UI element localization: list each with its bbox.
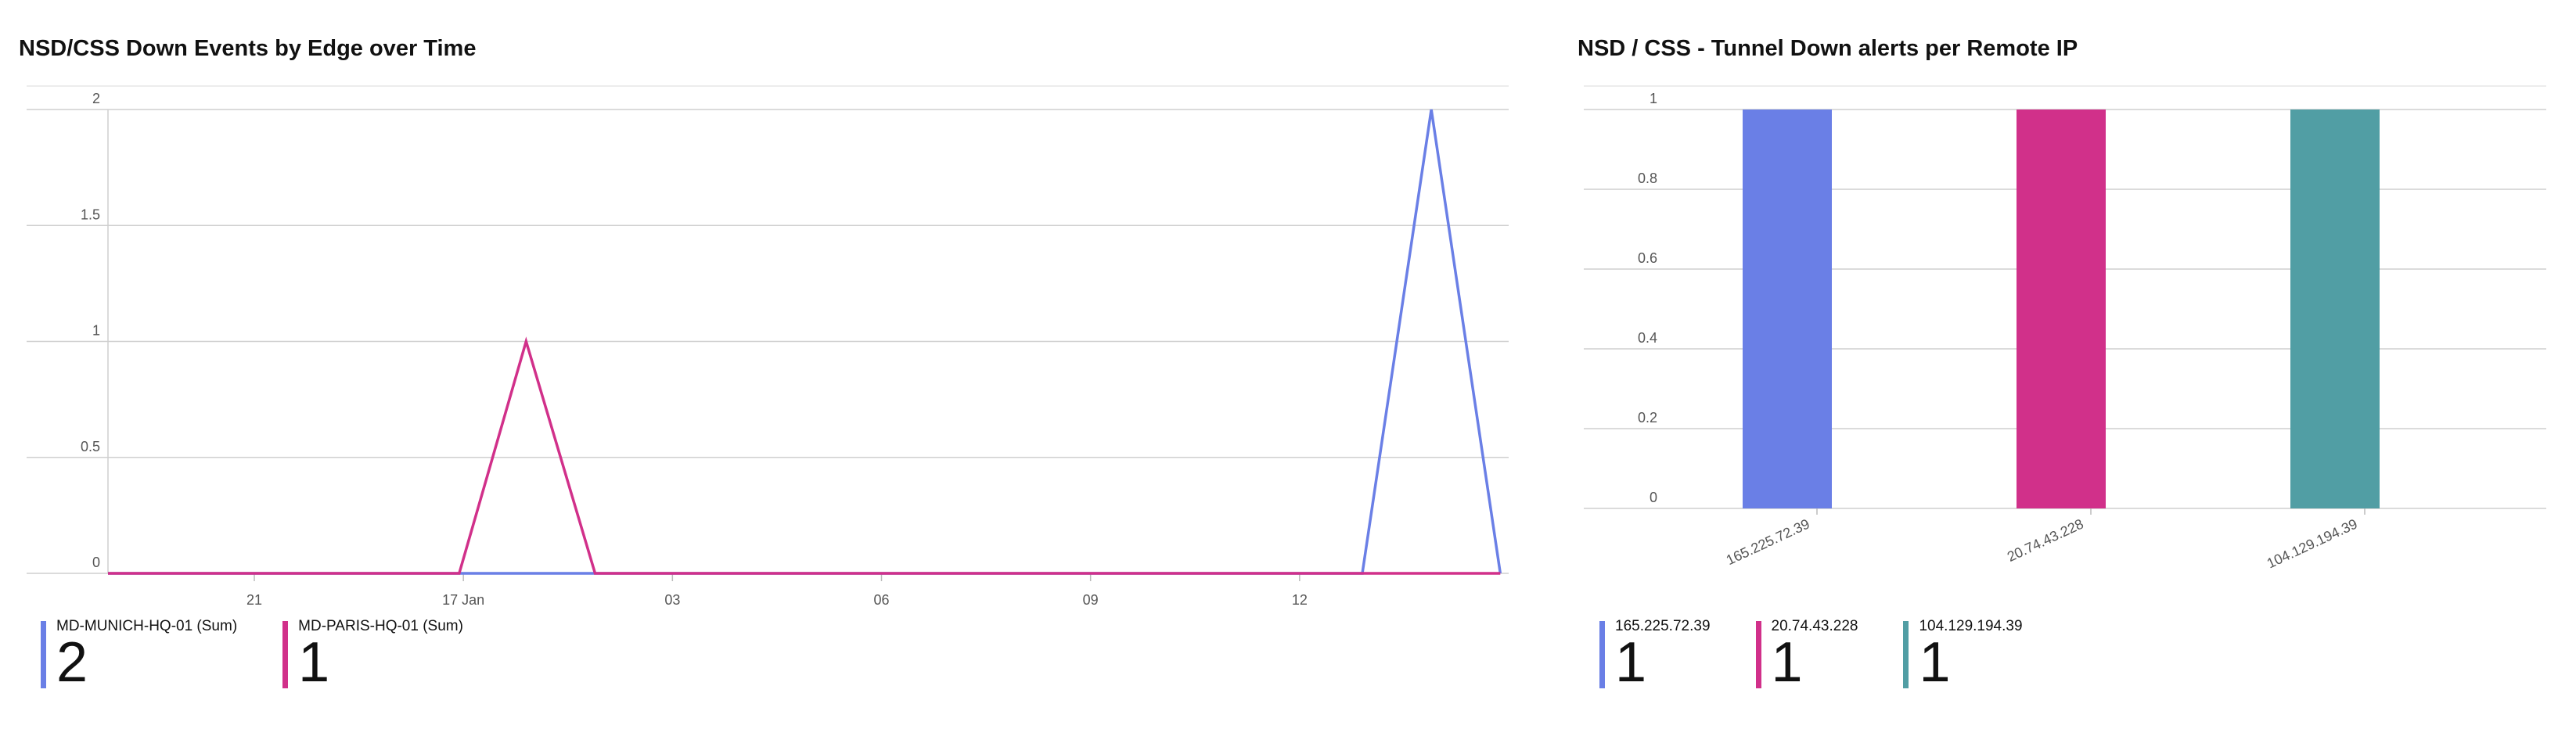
legend-item-paris[interactable]: MD-PARIS-HQ-01 (Sum) 1 xyxy=(282,618,463,694)
bar-chart-title: NSD / CSS - Tunnel Down alerts per Remot… xyxy=(1578,36,2078,61)
legend-item-ip-2[interactable]: 20.74.43.228 1 xyxy=(1755,618,1858,694)
legend-swatch-paris xyxy=(282,621,289,688)
x-tick-label: 21 xyxy=(246,592,262,608)
bar-2 xyxy=(2017,110,2106,508)
bar-chart-panel: NSD / CSS - Tunnel Down alerts per Remot… xyxy=(1534,0,2576,729)
y-tick-label: 0.5 xyxy=(81,439,100,454)
x-tick-label: 09 xyxy=(1083,592,1099,608)
legend-label-munich: MD-MUNICH-HQ-01 (Sum) xyxy=(56,618,238,634)
legend-value-ip-3: 1 xyxy=(1919,631,1951,694)
x-tick-label: 12 xyxy=(1292,592,1308,608)
y-tick-label: 0.4 xyxy=(1638,330,1657,346)
x-tick-label: 03 xyxy=(664,592,680,608)
y-tick-label: 0.8 xyxy=(1638,171,1657,186)
legend-item-munich[interactable]: MD-MUNICH-HQ-01 (Sum) 2 xyxy=(41,618,238,694)
legend-item-ip-1[interactable]: 165.225.72.39 1 xyxy=(1599,618,1711,694)
y-tick-label: 0 xyxy=(92,555,100,570)
x-tick-label: 104.129.194.39 xyxy=(2265,515,2360,571)
y-tick-label: 0.6 xyxy=(1638,250,1657,266)
line-chart: 0 0.5 1 1.5 2 21 17 Jan 03 06 09 12 xyxy=(27,85,1509,608)
x-tick-label: 17 Jan xyxy=(442,592,484,608)
line-chart-legend: MD-MUNICH-HQ-01 (Sum) 2 MD-PARIS-HQ-01 (… xyxy=(41,618,509,694)
legend-swatch-ip-1 xyxy=(1599,621,1605,688)
line-chart-title: NSD/CSS Down Events by Edge over Time xyxy=(19,36,477,61)
legend-value-munich: 2 xyxy=(56,631,88,694)
x-tick-label: 06 xyxy=(873,592,889,608)
legend-item-ip-3[interactable]: 104.129.194.39 1 xyxy=(1903,618,2023,694)
bar-1 xyxy=(1743,110,1832,508)
bar-chart-legend: 165.225.72.39 1 20.74.43.228 1 104.129.1… xyxy=(1599,618,2068,694)
y-tick-label: 0 xyxy=(1650,490,1657,505)
legend-label-ip-3: 104.129.194.39 xyxy=(1919,618,2023,634)
legend-swatch-ip-2 xyxy=(1755,621,1761,688)
legend-swatch-munich xyxy=(41,621,46,688)
y-tick-label: 0.2 xyxy=(1638,410,1657,426)
y-tick-label: 2 xyxy=(92,91,100,106)
legend-value-paris: 1 xyxy=(298,631,330,694)
legend-value-ip-2: 1 xyxy=(1771,631,1803,694)
y-tick-label: 1 xyxy=(92,323,100,339)
x-tick-label: 165.225.72.39 xyxy=(1724,515,1812,568)
legend-label-paris: MD-PARIS-HQ-01 (Sum) xyxy=(298,618,463,634)
series-line-paris xyxy=(108,336,1501,575)
x-tick-label: 20.74.43.228 xyxy=(2005,515,2086,565)
legend-label-ip-1: 165.225.72.39 xyxy=(1615,618,1711,634)
legend-label-ip-2: 20.74.43.228 xyxy=(1771,618,1858,634)
legend-value-ip-1: 1 xyxy=(1615,631,1647,694)
bar-chart: 0 0.2 0.4 0.6 0.8 1 165.225.72.39 20.74.43.228 1… xyxy=(1584,85,2546,572)
y-tick-label: 1.5 xyxy=(81,206,100,222)
bar-3 xyxy=(2290,110,2380,508)
legend-swatch-ip-3 xyxy=(1903,621,1909,688)
y-tick-label: 1 xyxy=(1650,91,1657,106)
